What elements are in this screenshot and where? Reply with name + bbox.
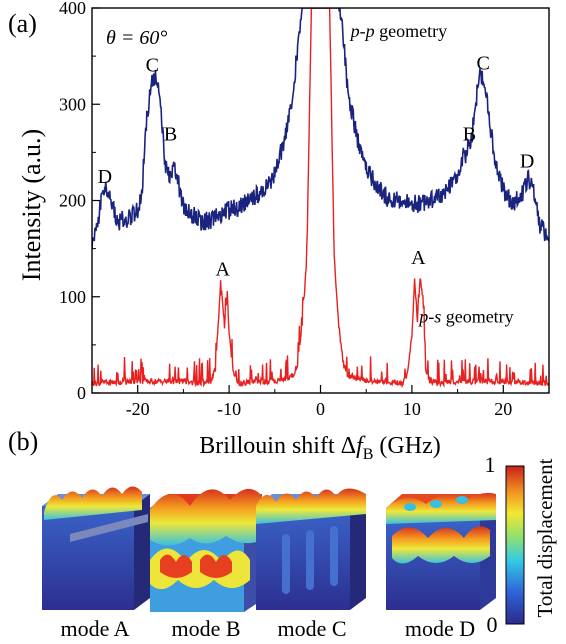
x-axis-label: Brillouin shift ΔfB (GHz) bbox=[199, 433, 440, 463]
series-line-p-p bbox=[92, 8, 549, 250]
x-tick-label-0: -20 bbox=[126, 399, 150, 419]
x-tick-label-1: -10 bbox=[217, 399, 241, 419]
y-tick-label-1: 100 bbox=[59, 287, 86, 307]
mode-d-label: mode D bbox=[405, 616, 475, 641]
mode-a-label: mode A bbox=[60, 616, 129, 641]
mode-b-image bbox=[150, 488, 262, 612]
series-label-1: p-s geometry bbox=[417, 307, 513, 327]
y-tick-label-3: 300 bbox=[59, 94, 86, 114]
theta-label: θ = 60° bbox=[106, 27, 167, 49]
panel-a-label: (a) bbox=[8, 9, 37, 38]
x-tick-label-2: 0 bbox=[316, 399, 325, 419]
mode-c-image bbox=[256, 488, 366, 610]
peak-label-c-1: C bbox=[146, 54, 159, 76]
mode-a-image bbox=[42, 486, 150, 610]
y-tick-label-2: 200 bbox=[59, 191, 86, 211]
peak-label-a-4: A bbox=[411, 247, 426, 269]
panel-b-label: (b) bbox=[8, 427, 38, 456]
y-axis-label: Intensity (a.u.) bbox=[17, 129, 46, 281]
series-line-p-s bbox=[92, 8, 549, 389]
x-tick-label-4: 20 bbox=[494, 399, 512, 419]
peak-label-b-2: B bbox=[164, 124, 177, 146]
colorbar bbox=[505, 465, 525, 625]
colorbar-min-label: 0 bbox=[487, 612, 498, 637]
peak-label-b-5: B bbox=[463, 124, 476, 146]
peak-label-a-3: A bbox=[215, 258, 230, 280]
colorbar-max-label: 1 bbox=[485, 452, 496, 477]
mode-d-image bbox=[386, 492, 496, 610]
mode-c-label: mode C bbox=[277, 616, 346, 641]
x-tick-label-3: 10 bbox=[403, 399, 421, 419]
mode-b-label: mode B bbox=[171, 616, 240, 641]
colorbar-label: Total displacement bbox=[533, 458, 557, 617]
series-label-0: p-p geometry bbox=[349, 21, 447, 41]
peak-label-c-6: C bbox=[477, 52, 490, 74]
y-tick-label-4: 400 bbox=[59, 0, 86, 18]
y-tick-label-0: 0 bbox=[77, 383, 86, 403]
peak-label-d-7: D bbox=[520, 151, 534, 173]
peak-label-d-0: D bbox=[98, 166, 112, 188]
